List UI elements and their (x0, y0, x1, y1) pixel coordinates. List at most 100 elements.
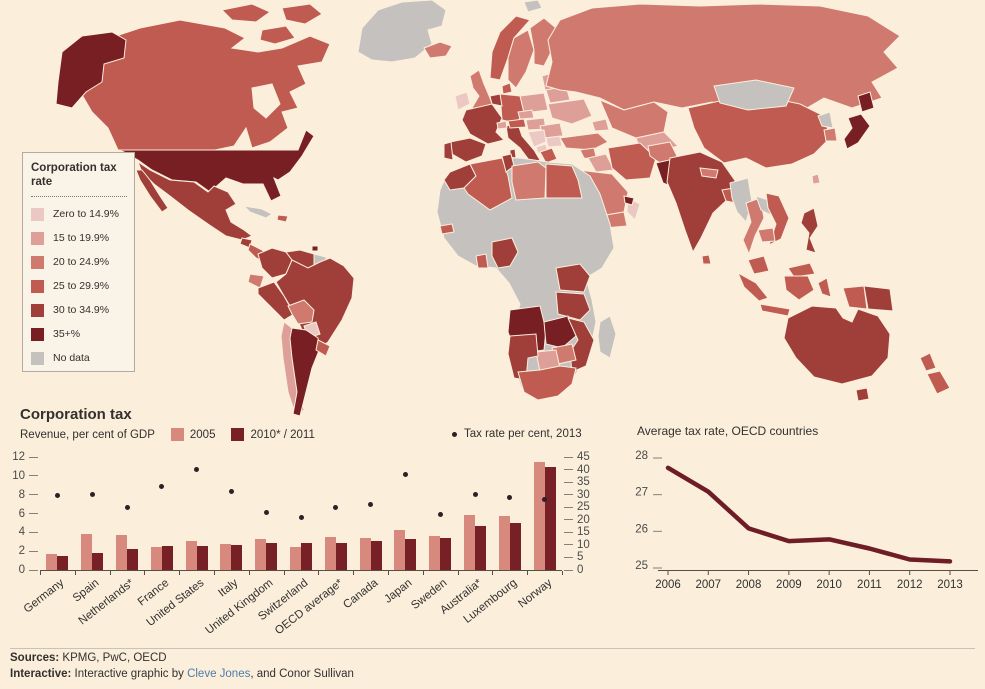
tax-rate-dot-Canada[interactable] (368, 502, 374, 508)
country-norway[interactable] (489, 15, 531, 81)
country-bulgaria[interactable] (545, 135, 563, 148)
country-italy[interactable] (505, 123, 541, 165)
country-cambodia[interactable] (757, 227, 776, 243)
country-uruguay[interactable] (315, 339, 331, 357)
country-usa[interactable] (117, 129, 315, 202)
country-south-africa[interactable] (517, 365, 577, 401)
bar-2010-2011-Canada[interactable] (370, 540, 382, 570)
country-baja[interactable] (135, 169, 169, 213)
bar-2010-2011-Italy[interactable] (231, 544, 243, 570)
country-sweden[interactable] (507, 29, 535, 89)
bar-2010-2011-Sweden[interactable] (440, 537, 452, 570)
country-peru[interactable] (257, 281, 295, 321)
tax-rate-dot-France[interactable] (159, 483, 165, 489)
bar-2010-2011-Australia*[interactable] (475, 525, 486, 570)
country-mongolia[interactable] (713, 79, 795, 111)
bar-2010-2011-Germany[interactable] (57, 555, 69, 570)
country-new-zealand-south[interactable] (926, 370, 951, 395)
country-svalbard[interactable] (523, 0, 543, 13)
country-tasmania[interactable] (855, 387, 870, 402)
bar-2005-Germany[interactable] (46, 554, 58, 570)
country-mexico[interactable] (136, 160, 254, 241)
country-iceland[interactable] (423, 41, 453, 59)
country-nigeria[interactable] (491, 237, 519, 269)
country-iran[interactable] (607, 142, 657, 181)
country-ireland[interactable] (454, 91, 471, 111)
country-sulawesi[interactable] (817, 277, 832, 298)
country-argentina[interactable] (289, 327, 321, 417)
country-kazakhstan[interactable] (599, 99, 669, 139)
country-czech[interactable] (517, 109, 535, 120)
country-zambia[interactable] (543, 315, 577, 349)
tax-rate-dot-Australia*[interactable] (472, 492, 478, 498)
country-namibia[interactable] (507, 333, 539, 381)
country-malaysia-peninsula[interactable] (747, 255, 770, 275)
country-cuba[interactable] (242, 205, 273, 219)
bar-2010-2011-Switzerland[interactable] (301, 542, 312, 570)
bar-2005-Luxembourg[interactable] (498, 516, 510, 570)
country-kenya-uganda[interactable] (555, 263, 591, 293)
country-borneo-indonesia[interactable] (783, 275, 815, 301)
bar-2005-France[interactable] (150, 547, 162, 570)
country-serbia-bosnia[interactable] (527, 129, 547, 148)
country-nepal[interactable] (699, 167, 719, 179)
country-taiwan[interactable] (811, 173, 821, 185)
bar-2010-2011-Luxembourg[interactable] (509, 522, 521, 570)
country-australia[interactable] (783, 305, 891, 385)
bar-2010-2011-Netherlands*[interactable] (127, 549, 138, 570)
country-spain[interactable] (449, 137, 487, 163)
bar-2005-United States[interactable] (185, 540, 197, 570)
country-sumatra[interactable] (736, 271, 769, 302)
country-south-korea[interactable] (823, 127, 838, 142)
bar-2010-2011-Norway[interactable] (544, 467, 556, 570)
bar-2005-Canada[interactable] (359, 537, 371, 570)
bar-2005-Netherlands*[interactable] (116, 535, 127, 570)
country-hispaniola[interactable] (276, 214, 289, 223)
tax-rate-dot-OECD average*[interactable] (333, 504, 339, 510)
oecd-average-line[interactable] (665, 465, 953, 564)
country-ghana[interactable] (475, 253, 489, 269)
country-trinidad[interactable] (311, 245, 319, 252)
country-new-zealand-north[interactable] (919, 352, 937, 372)
tax-rate-dot-Italy[interactable] (228, 488, 234, 494)
bar-2010-2011-France[interactable] (161, 546, 173, 570)
country-france[interactable] (461, 103, 505, 145)
tax-rate-dot-Germany[interactable] (54, 493, 60, 499)
tax-rate-dot-Luxembourg[interactable] (507, 494, 513, 500)
bar-2005-Spain[interactable] (81, 534, 93, 570)
country-philippines[interactable] (800, 207, 819, 254)
country-malaysia-borneo[interactable] (787, 262, 816, 278)
country-vietnam[interactable] (765, 192, 790, 246)
country-egypt[interactable] (545, 163, 583, 199)
bar-2010-2011-United States[interactable] (196, 545, 208, 570)
country-greenland[interactable] (357, 0, 447, 63)
bar-2005-Japan[interactable] (394, 530, 406, 570)
bar-2010-2011-Japan[interactable] (405, 538, 417, 570)
bar-2005-United Kingdom[interactable] (255, 538, 267, 570)
bar-2010-2011-United Kingdom[interactable] (266, 542, 278, 570)
country-myanmar[interactable] (729, 177, 753, 223)
tax-rate-dot-Switzerland[interactable] (298, 514, 304, 520)
country-greece[interactable] (539, 147, 558, 164)
tax-rate-dot-Japan[interactable] (402, 472, 408, 478)
country-japan[interactable] (843, 91, 875, 150)
country-madagascar[interactable] (597, 315, 617, 359)
country-denmark[interactable] (501, 82, 513, 95)
country-senegal[interactable] (439, 223, 455, 235)
credit-link-cleve-jones[interactable]: Cleve Jones (187, 668, 251, 680)
bar-2010-2011-Spain[interactable] (92, 553, 104, 570)
country-india[interactable] (666, 151, 737, 254)
country-uae[interactable] (623, 195, 635, 206)
tax-rate-dot-Spain[interactable] (89, 492, 95, 498)
country-libya[interactable] (511, 161, 547, 201)
country-tanzania[interactable] (555, 291, 591, 321)
country-portugal[interactable] (443, 141, 454, 161)
bar-2005-Italy[interactable] (220, 543, 232, 570)
country-poland[interactable] (519, 92, 549, 114)
country-west-papua[interactable] (842, 285, 868, 310)
tax-rate-dot-Sweden[interactable] (437, 512, 443, 518)
country-switzerland[interactable] (496, 120, 508, 130)
bar-2010-2011-OECD average*[interactable] (335, 542, 347, 570)
country-arctic-island-3[interactable] (259, 25, 296, 45)
country-papua-new-guinea[interactable] (863, 285, 894, 312)
